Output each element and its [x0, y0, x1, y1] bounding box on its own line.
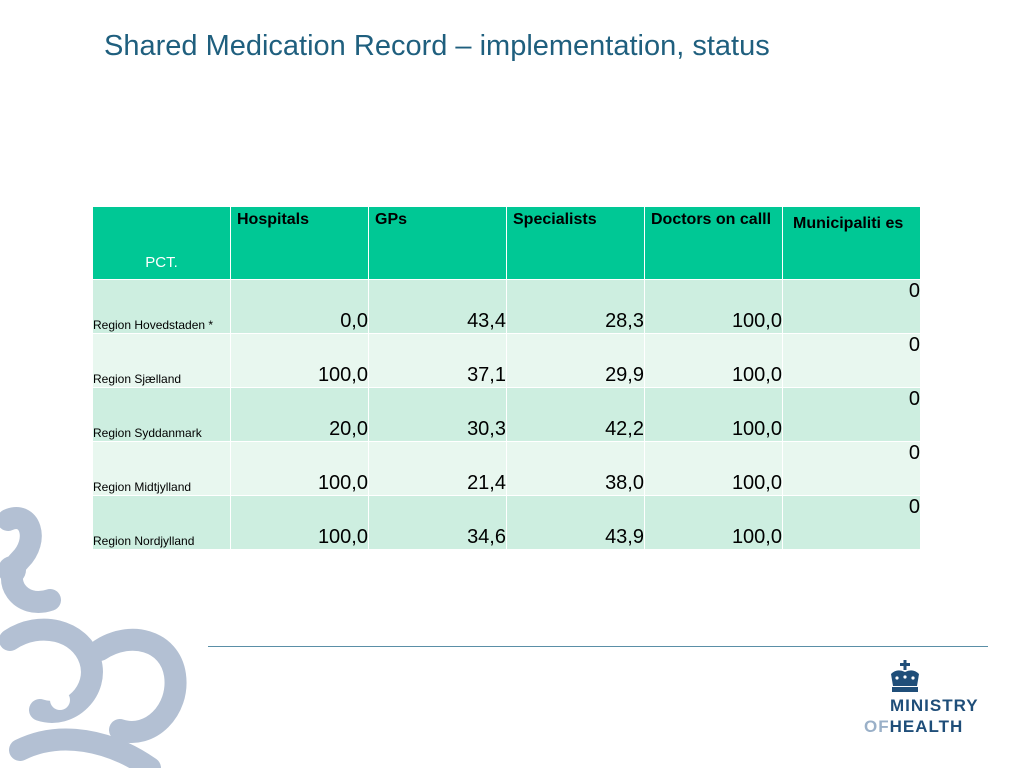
- header-gps: GPs: [368, 206, 507, 280]
- value-cell: 42,2: [506, 387, 645, 442]
- value-cell: 38,0: [506, 441, 645, 496]
- divider-line: [208, 646, 988, 647]
- value-cell: 34,6: [368, 495, 507, 550]
- value-cell: 100,0: [644, 387, 783, 442]
- table-row: Region Syddanmark 20,0 30,3 42,2 100,0 0: [92, 387, 921, 442]
- value-cell: 20,0: [230, 387, 369, 442]
- region-cell: Region Hovedstaden *: [92, 279, 231, 334]
- page-title: Shared Medication Record – implementatio…: [104, 30, 770, 62]
- value-cell: 100,0: [230, 441, 369, 496]
- header-municipalities: Municipaliti es: [782, 206, 921, 280]
- logo-health-text: HEALTH: [889, 717, 964, 736]
- region-cell: Region Sjælland: [92, 333, 231, 388]
- logo-health-line: OFHEALTH: [864, 717, 963, 737]
- corner-header: PCT.: [92, 206, 231, 280]
- crown-icon: [891, 660, 919, 692]
- value-cell: 21,4: [368, 441, 507, 496]
- value-cell: 0: [782, 441, 921, 496]
- value-cell: 0,0: [230, 279, 369, 334]
- value-cell: 100,0: [644, 441, 783, 496]
- value-cell: 100,0: [644, 495, 783, 550]
- value-cell: 0: [782, 279, 921, 334]
- status-table: PCT. Hospitals GPs Specialists Doctors o…: [92, 206, 921, 550]
- value-cell: 29,9: [506, 333, 645, 388]
- table-row: Region Midtjylland 100,0 21,4 38,0 100,0…: [92, 441, 921, 496]
- value-cell: 0: [782, 333, 921, 388]
- value-cell: 100,0: [230, 495, 369, 550]
- header-row: PCT. Hospitals GPs Specialists Doctors o…: [92, 206, 921, 280]
- region-cell: Region Syddanmark: [92, 387, 231, 442]
- crown-watermark-icon: [0, 507, 187, 768]
- table-row: Region Hovedstaden * 0,0 43,4 28,3 100,0…: [92, 279, 921, 334]
- logo-ministry-text: MINISTRY: [890, 696, 979, 715]
- value-cell: 100,0: [230, 333, 369, 388]
- header-specialists: Specialists: [506, 206, 645, 280]
- region-cell: Region Nordjylland: [92, 495, 231, 550]
- value-cell: 0: [782, 387, 921, 442]
- table-row: Region Sjælland 100,0 37,1 29,9 100,0 0: [92, 333, 921, 388]
- value-cell: 43,4: [368, 279, 507, 334]
- table-row: Region Nordjylland 100,0 34,6 43,9 100,0…: [92, 495, 921, 550]
- ministry-of-health-logo: MINISTRY OFHEALTH: [860, 660, 1000, 740]
- value-cell: 30,3: [368, 387, 507, 442]
- value-cell: 100,0: [644, 279, 783, 334]
- value-cell: 0: [782, 495, 921, 550]
- region-cell: Region Midtjylland: [92, 441, 231, 496]
- logo-of-text: OF: [864, 717, 890, 736]
- value-cell: 43,9: [506, 495, 645, 550]
- value-cell: 37,1: [368, 333, 507, 388]
- header-doctors-on-call: Doctors on calll: [644, 206, 783, 280]
- header-hospitals: Hospitals: [230, 206, 369, 280]
- value-cell: 100,0: [644, 333, 783, 388]
- value-cell: 28,3: [506, 279, 645, 334]
